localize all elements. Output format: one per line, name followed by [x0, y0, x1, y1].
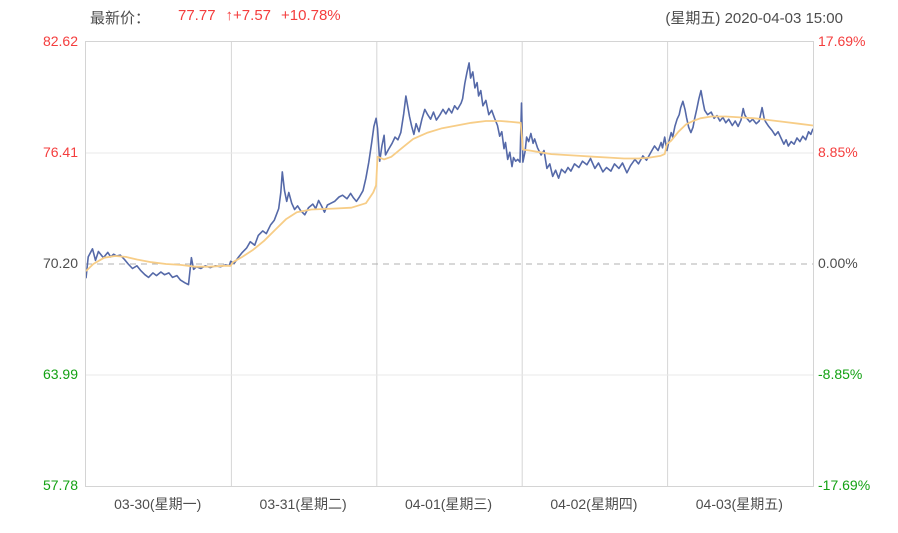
- latest-price-label: 最新价：: [90, 10, 151, 27]
- x-label-day5: 04-03(星期五): [695, 496, 783, 512]
- right-axis-tick-mid-down: -8.85%: [818, 366, 863, 382]
- price-line: [86, 62, 813, 286]
- latest-price-quote: 77.77 ↑+7.57 +10.78%: [178, 7, 341, 24]
- left-axis-tick-76-41: 76.41: [42, 144, 78, 160]
- right-axis-tick-mid-up: 8.85%: [818, 144, 858, 160]
- left-axis-tick-70-20: 70.20: [42, 255, 78, 271]
- price-change-value: ↑+7.57: [225, 7, 272, 24]
- price-change-percent: +10.78%: [281, 7, 341, 24]
- quote-datetime: (星期五) 2020-04-03 15:00: [665, 10, 843, 27]
- left-axis-tick-57-78: 57.78: [42, 477, 78, 493]
- latest-price-value: 77.77: [178, 7, 216, 24]
- right-axis-tick-high: 17.69%: [818, 33, 866, 49]
- right-axis-tick-zero: 0.00%: [818, 255, 858, 271]
- average-line: [86, 115, 813, 272]
- left-axis-tick-82-62: 82.62: [42, 33, 78, 49]
- x-label-day1: 03-30(星期一): [114, 496, 202, 512]
- left-axis-tick-63-99: 63.99: [42, 366, 78, 382]
- plot-svg: [86, 42, 813, 486]
- price-chart-area[interactable]: [85, 41, 814, 487]
- x-label-day3: 04-01(星期三): [404, 496, 493, 512]
- x-axis-labels: 03-30(星期一) 03-31(星期二) 04-01(星期三) 04-02(星…: [85, 494, 812, 514]
- right-axis-tick-low: -17.69%: [818, 477, 871, 493]
- x-label-day4: 04-02(星期四): [550, 496, 638, 512]
- x-label-day2: 03-31(星期二): [259, 496, 347, 512]
